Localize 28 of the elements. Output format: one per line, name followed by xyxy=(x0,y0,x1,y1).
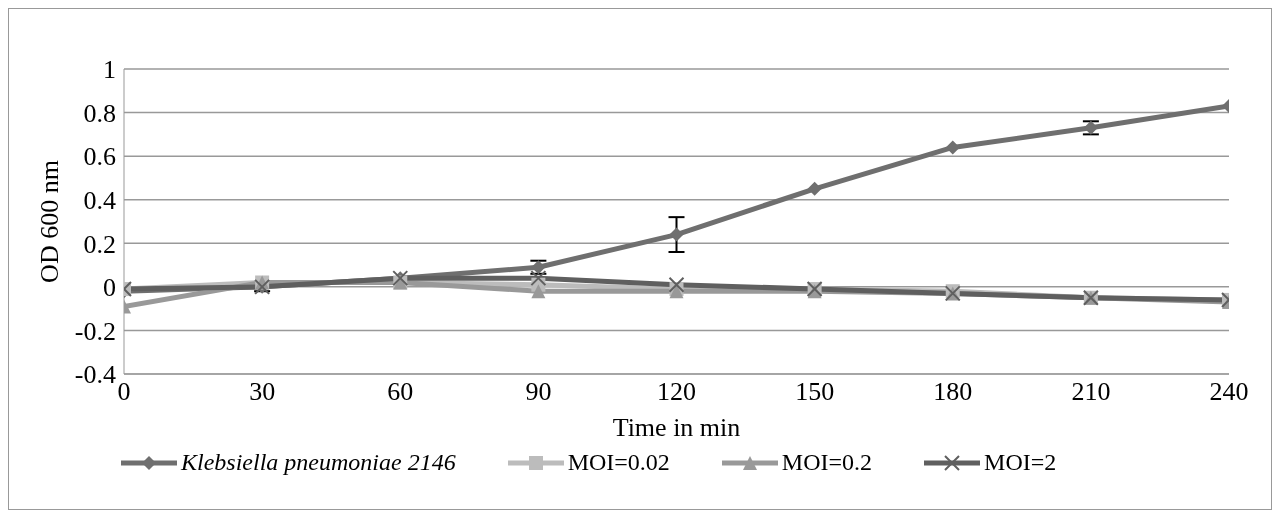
x-tick-label: 240 xyxy=(1209,377,1249,407)
y-tick-label: 0 xyxy=(103,273,116,303)
point xyxy=(807,181,822,196)
point xyxy=(530,270,547,287)
x-tick-label: 120 xyxy=(657,377,696,407)
legend-label: Klebsiella pneumoniae 2146 xyxy=(181,449,456,476)
y-axis-title: OD 600 nm xyxy=(35,160,65,283)
y-tick-label: -0.2 xyxy=(74,316,116,346)
point xyxy=(669,227,684,242)
point xyxy=(945,140,960,155)
point xyxy=(531,284,546,299)
legend-label: MOI=0.2 xyxy=(781,449,873,476)
y-tick-label: 0.4 xyxy=(83,185,116,215)
x-tick-label: 180 xyxy=(933,377,973,407)
x-tick-label: 90 xyxy=(525,377,552,407)
y-tick-label: -0.4 xyxy=(74,360,116,390)
x-tick-label: 150 xyxy=(795,377,835,407)
x-tick-label: 60 xyxy=(387,377,414,407)
legend-label: MOI=0.02 xyxy=(567,449,670,476)
x-tick-label: 210 xyxy=(1071,377,1111,407)
point xyxy=(668,276,685,293)
x-tick-label: 30 xyxy=(249,377,276,407)
y-tick-label: 0.2 xyxy=(83,229,116,259)
y-tick-label: 0.8 xyxy=(83,98,116,128)
y-tick-label: 1 xyxy=(103,55,116,85)
x-axis-title: Time in min xyxy=(612,413,741,442)
legend-label: MOI=2 xyxy=(984,449,1057,476)
y-tick-label: 0.6 xyxy=(83,142,116,172)
